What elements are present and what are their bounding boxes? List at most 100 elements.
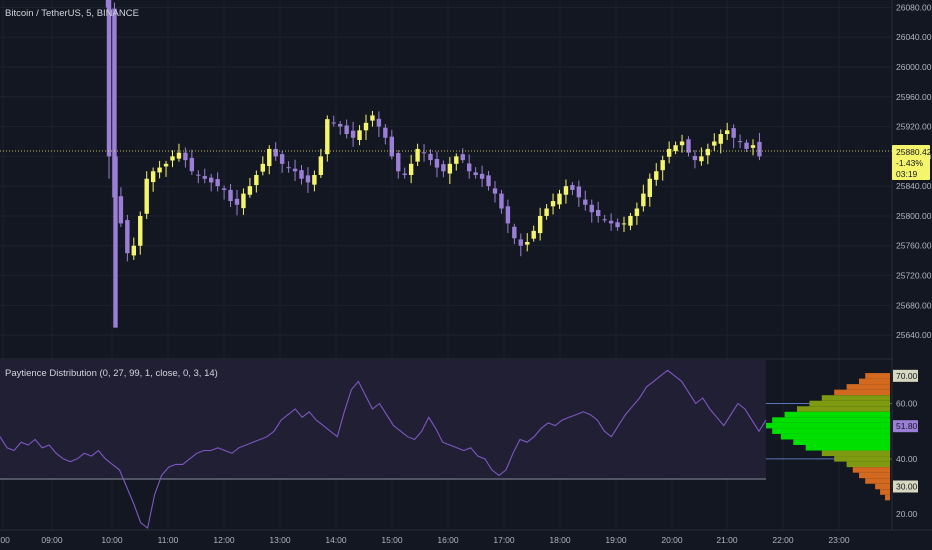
histogram-bar	[875, 483, 890, 490]
candle-body	[505, 206, 511, 224]
candle-body	[686, 139, 691, 153]
symbol-title[interactable]: Bitcoin / TetherUS, 5, BINANCE	[5, 8, 139, 19]
price-axis-area[interactable]	[892, 0, 932, 550]
candle-body	[415, 148, 420, 162]
candle-body	[350, 130, 356, 138]
candle-body	[344, 125, 349, 135]
histogram-bar	[852, 467, 890, 473]
candle-body	[596, 210, 601, 216]
candle-body	[725, 130, 730, 135]
candle-body	[634, 208, 640, 216]
candle-body	[525, 242, 530, 245]
time-tick-label: :00	[0, 535, 10, 545]
histogram-bar	[766, 422, 890, 429]
candle-body	[563, 186, 569, 195]
candle-body	[189, 157, 195, 172]
osc-tick-badge	[893, 420, 918, 433]
candle-body	[138, 215, 143, 246]
candle-body	[467, 163, 472, 172]
price-tick-label: 25960.00	[896, 92, 932, 102]
candle-body	[447, 163, 453, 174]
price-tick-label: 25840.00	[896, 181, 932, 191]
candle-body	[312, 175, 317, 185]
time-axis[interactable]: :00 09:00 10:00 11:00 12:00 13:00 14:00 15:00 16…	[0, 535, 850, 545]
osc-tick-label: 30.00	[896, 482, 918, 492]
price-tick-label: 25640.00	[896, 330, 932, 340]
price-tick-label: 25800.00	[896, 211, 932, 221]
last-price-value: 25880.42	[896, 147, 932, 157]
oscillator-axis[interactable]: 70.00 60.00 51.80 40.00 30.00 20.00	[893, 369, 918, 519]
time-tick-label: 22:00	[772, 535, 794, 545]
candle-body	[228, 189, 233, 202]
time-tick-label: 10:00	[101, 535, 123, 545]
candle-body	[557, 193, 562, 205]
histogram-bar	[846, 461, 890, 468]
time-tick-label: 16:00	[437, 535, 459, 545]
candle-body	[428, 153, 433, 161]
candle-body	[550, 201, 556, 207]
candle-body	[583, 199, 588, 205]
histogram-bar	[780, 433, 890, 440]
candle-body	[473, 172, 478, 175]
candle-body	[396, 153, 401, 172]
time-tick-label: 11:00	[158, 535, 179, 545]
candle-body	[699, 156, 704, 162]
candle-body	[576, 186, 582, 198]
candle-body	[241, 193, 246, 209]
histogram-bar	[784, 411, 890, 418]
price-tick-label: 26000.00	[896, 62, 932, 72]
price-tick-label: 25920.00	[896, 122, 932, 132]
histogram-bar	[805, 445, 890, 451]
candle-body	[183, 152, 188, 161]
candle-body	[247, 186, 253, 195]
osc-tick-badge	[893, 480, 918, 493]
candle-body	[654, 171, 659, 180]
candle-body	[518, 239, 523, 246]
candle-body	[712, 141, 717, 146]
candle-body	[537, 215, 543, 234]
candle-body	[731, 128, 736, 138]
candle-body	[705, 148, 711, 156]
osc-tick-label: 60.00	[896, 399, 918, 409]
oscillator-band	[0, 360, 766, 478]
candle-body	[402, 173, 407, 175]
histogram-bar	[865, 373, 890, 379]
osc-tick-label: 70.00	[896, 371, 918, 381]
candle-body	[615, 222, 620, 228]
histogram-bar	[821, 395, 890, 401]
candle-body	[325, 119, 330, 155]
candle-body	[209, 177, 214, 183]
candle-body	[750, 145, 756, 148]
candle-body	[531, 230, 536, 239]
candle-body	[679, 141, 685, 146]
indicator-title[interactable]: Paytience Distribution (0, 27, 99, 1, cl…	[5, 368, 218, 379]
candle-body	[163, 163, 169, 167]
time-tick-label: 23:00	[828, 535, 850, 545]
candle-body	[286, 167, 291, 169]
histogram-bar	[797, 406, 890, 412]
candle-body	[170, 156, 175, 161]
candle-body	[608, 220, 614, 224]
histogram-bar	[834, 389, 890, 396]
price-tick-label: 26080.00	[896, 2, 932, 12]
candle-body	[512, 226, 517, 239]
time-tick-label: 09:00	[41, 535, 63, 545]
candle-body	[692, 156, 698, 161]
candle-body	[279, 154, 285, 164]
histogram-bar	[834, 456, 890, 462]
candlestick-series	[105, 0, 762, 328]
candle-body	[421, 152, 427, 154]
candle-body	[479, 173, 485, 179]
candle-body	[273, 148, 278, 157]
candle-body	[338, 123, 343, 127]
price-tick-label: 25760.00	[896, 241, 932, 251]
last-price-tag: 25880.42 -1.43% 03:19	[892, 145, 932, 180]
histogram-bar	[772, 417, 890, 423]
candle-body	[441, 164, 446, 172]
candle-body	[376, 118, 382, 127]
candle-body	[602, 219, 607, 221]
histogram-bar	[772, 428, 890, 434]
candle-body	[408, 163, 414, 175]
time-tick-label: 14:00	[325, 535, 347, 545]
